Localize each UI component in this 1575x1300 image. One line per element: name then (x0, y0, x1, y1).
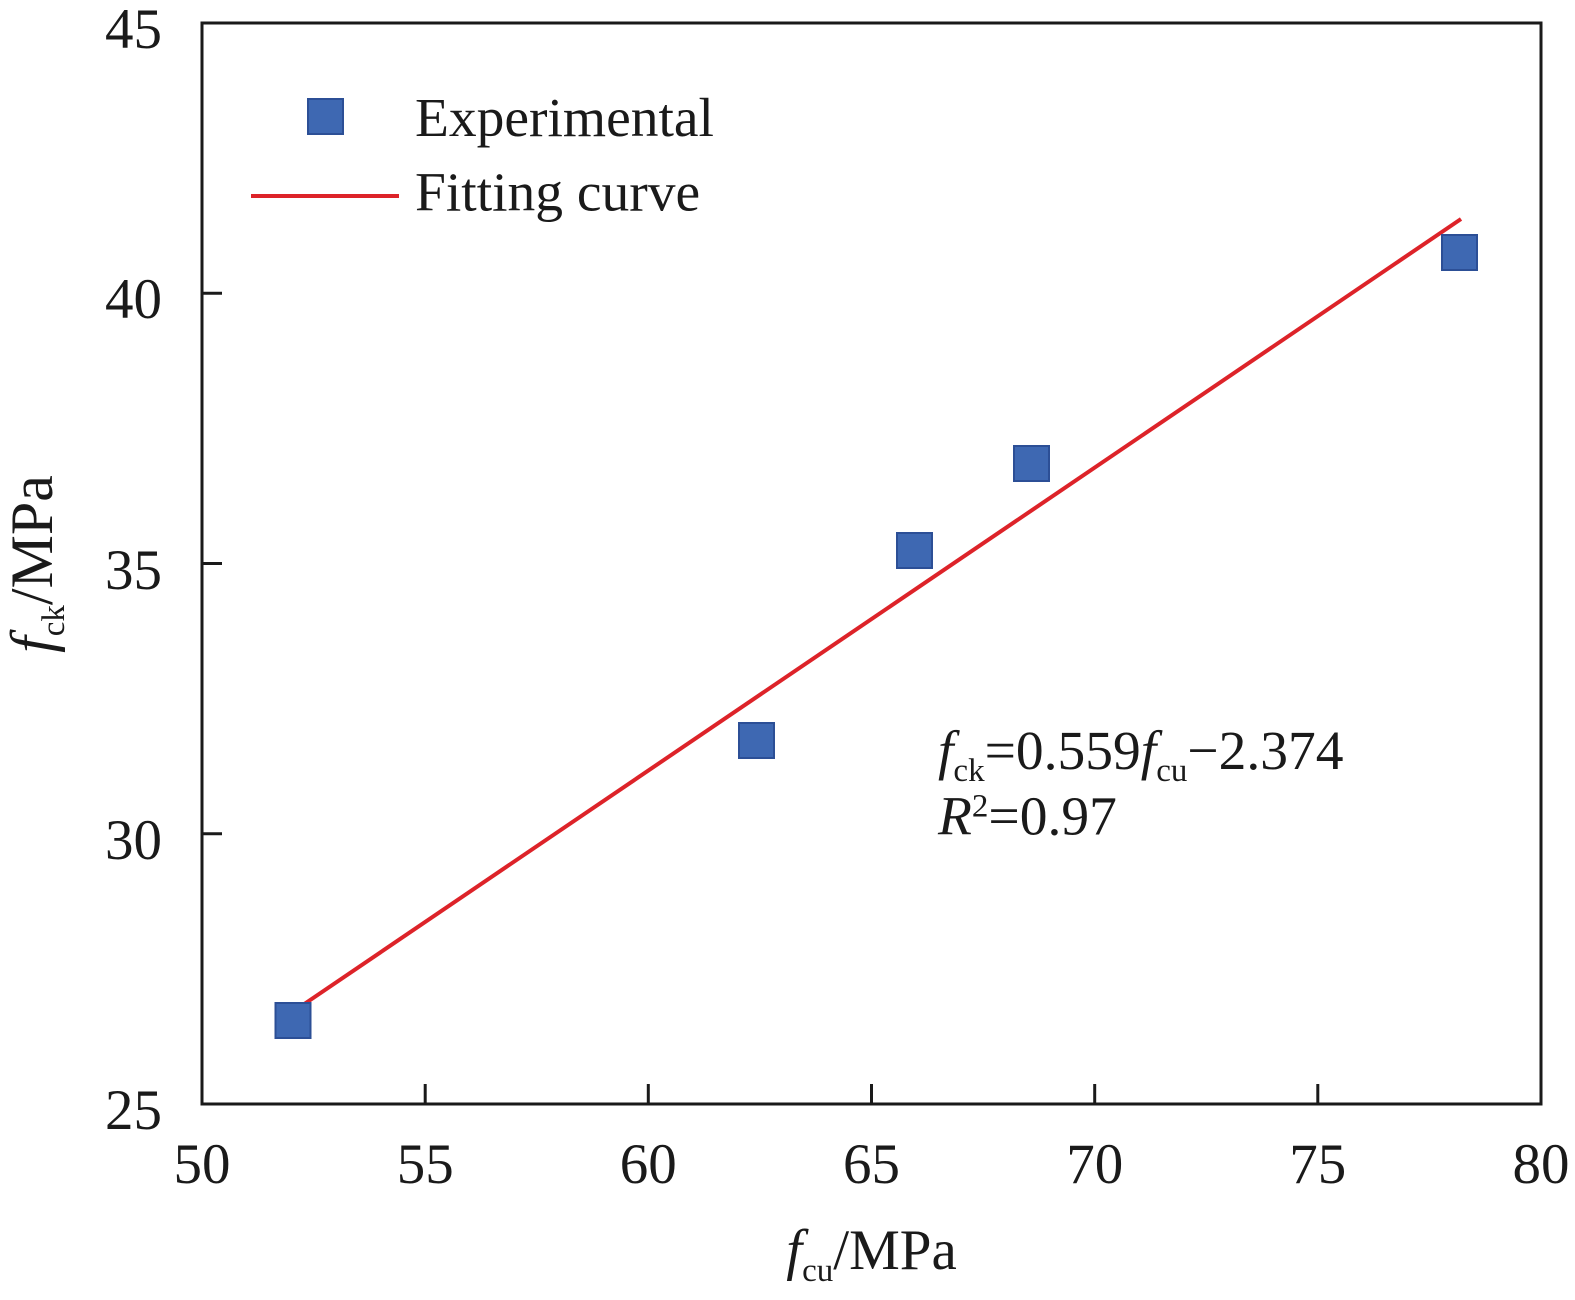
svg-text:30: 30 (105, 809, 162, 872)
svg-text:R2=0.97: R2=0.97 (937, 787, 1117, 848)
svg-text:55: 55 (397, 1133, 454, 1196)
svg-text:Fitting curve: Fitting curve (415, 163, 700, 224)
svg-text:Experimental: Experimental (415, 88, 714, 149)
svg-text:25: 25 (105, 1079, 162, 1142)
svg-text:50: 50 (174, 1133, 231, 1196)
svg-text:40: 40 (105, 268, 162, 331)
svg-text:75: 75 (1289, 1133, 1346, 1196)
svg-text:fcu/MPa: fcu/MPa (786, 1219, 957, 1289)
svg-text:70: 70 (1066, 1133, 1123, 1196)
svg-text:fck=0.559fcu−2.374: fck=0.559fcu−2.374 (938, 721, 1344, 789)
svg-text:45: 45 (105, 0, 162, 61)
svg-text:80: 80 (1513, 1133, 1570, 1196)
svg-text:60: 60 (620, 1133, 677, 1196)
svg-text:65: 65 (843, 1133, 900, 1196)
svg-text:fck/MPa: fck/MPa (0, 475, 72, 653)
svg-text:35: 35 (105, 539, 162, 602)
